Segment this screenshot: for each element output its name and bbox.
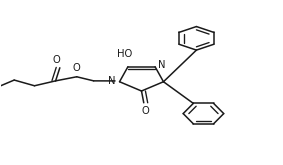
Text: HO: HO (117, 49, 133, 59)
Text: O: O (73, 63, 81, 73)
Text: N: N (108, 76, 115, 86)
Text: O: O (142, 106, 149, 116)
Text: O: O (53, 55, 60, 65)
Text: N: N (158, 60, 166, 70)
